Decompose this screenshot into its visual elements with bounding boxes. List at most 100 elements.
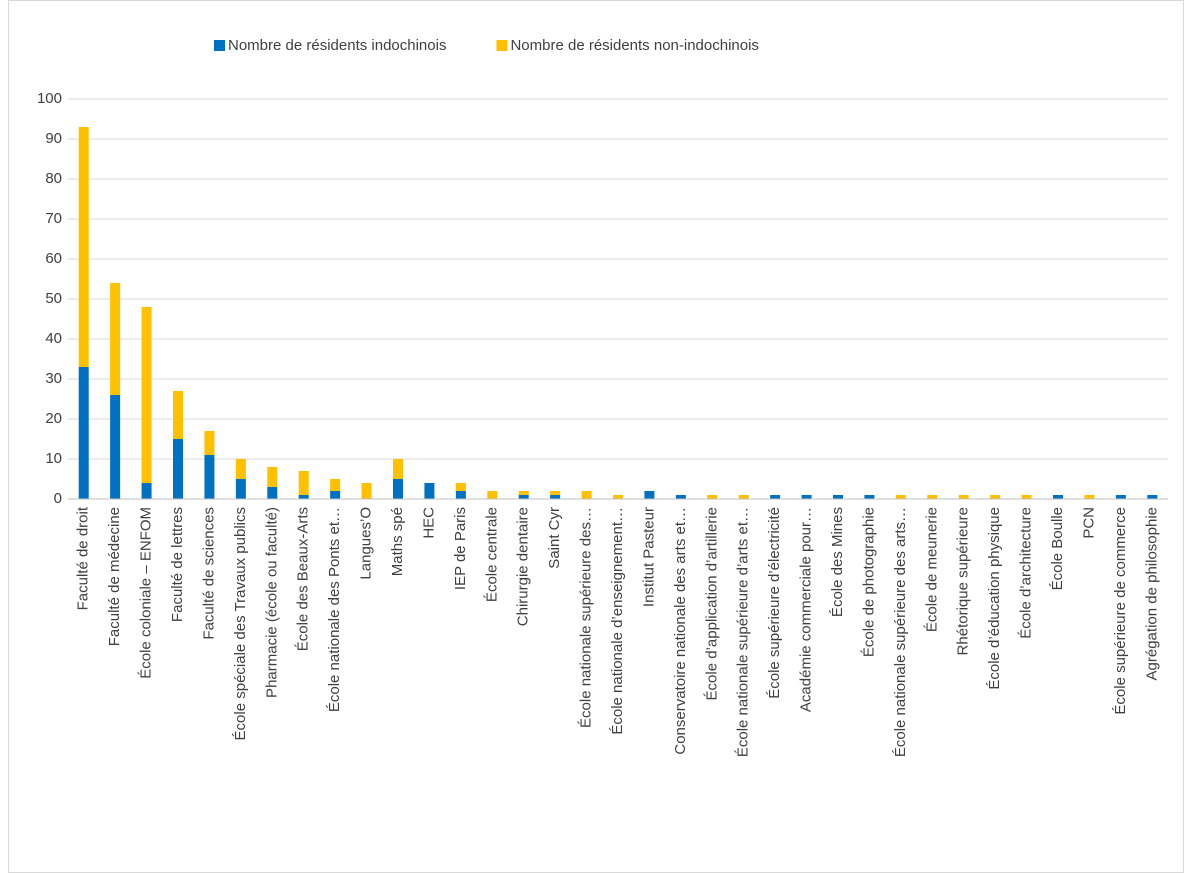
x-tick-label: École nationale supérieure des arts… <box>892 507 909 757</box>
bar-segment <box>267 487 278 499</box>
x-tick-label: Faculté de médecine <box>106 507 123 646</box>
bar-segment <box>110 395 121 499</box>
x-tick-label: École Boulle <box>1049 507 1066 590</box>
bar-segment <box>204 455 215 499</box>
bar-segment <box>455 491 466 499</box>
bar-segment <box>550 491 561 495</box>
x-tick-label: Faculté de droit <box>75 506 92 610</box>
x-tick-label: École d’éducation physique <box>986 507 1003 690</box>
bar-segment <box>550 495 561 499</box>
bar-segment <box>424 483 435 499</box>
x-tick-label: Conservatoire nationale des arts et… <box>672 507 689 755</box>
y-tick-label: 100 <box>37 90 62 107</box>
x-tick-label: École spéciale des Travaux publics <box>232 507 249 740</box>
y-tick-label: 30 <box>45 370 62 387</box>
x-tick-label: Maths spé <box>389 507 406 576</box>
bar-segment <box>173 439 183 499</box>
x-tick-label: École supérieure de commerce <box>1112 507 1129 715</box>
x-tick-label: Faculté de sciences <box>200 507 217 640</box>
bar-segment <box>958 495 969 499</box>
x-tick-label: École des Mines <box>829 507 846 617</box>
x-tick-label: HEC <box>420 507 437 539</box>
x-tick-label: Agrégation de philosophie <box>1143 507 1160 680</box>
bar-segment <box>110 283 121 395</box>
x-tick-label: École de meunerie <box>923 507 940 632</box>
bar-segment <box>141 307 152 483</box>
x-tick-label: Académie commerciale pour… <box>798 507 815 712</box>
bar-segment <box>330 479 341 491</box>
bar-segment <box>298 471 309 495</box>
bar-segment <box>173 391 183 439</box>
bar-segment <box>801 495 812 499</box>
x-tick-label: École nationale supérieure des… <box>578 507 595 728</box>
x-tick-label: Institut Pasteur <box>640 507 657 607</box>
x-tick-label: École nationale des Ponts et… <box>326 507 343 712</box>
y-tick-label: 80 <box>45 170 62 187</box>
bar-segment <box>613 495 623 499</box>
y-tick-label: 50 <box>45 290 62 307</box>
legend-swatch <box>496 40 508 51</box>
bar-segment <box>455 483 466 491</box>
x-tick-label: École d’application d’artillerie <box>703 507 720 700</box>
x-tick-label: IEP de Paris <box>452 507 469 590</box>
bar-segment <box>78 127 89 367</box>
bar-segment <box>864 495 875 499</box>
y-tick-label: 0 <box>54 490 62 507</box>
x-tick-label: Langues’O <box>358 507 375 580</box>
bar-segment <box>833 495 843 499</box>
bar-segment <box>644 491 655 499</box>
bar-segment <box>204 431 215 455</box>
bar-segment <box>1021 495 1032 499</box>
bar-segment <box>518 491 529 495</box>
legend-label: Nombre de résidents indochinois <box>228 37 446 54</box>
x-tick-label: École de photographie <box>860 507 877 657</box>
chart-frame <box>8 0 1184 873</box>
bar-segment <box>895 495 906 499</box>
y-tick-label: 20 <box>45 410 62 427</box>
x-tick-label: École supérieure d’électricité <box>766 507 783 699</box>
x-tick-label: PCN <box>1080 507 1097 539</box>
bar-segment <box>235 479 246 499</box>
bar-segment <box>78 367 89 499</box>
bar-segment <box>581 491 592 499</box>
x-tick-label: Rhétorique supérieure <box>955 507 972 655</box>
bar-segment <box>1115 495 1126 499</box>
bar-segment <box>1147 495 1158 499</box>
y-tick-label: 60 <box>45 250 62 267</box>
x-tick-label: Faculté de lettres <box>169 507 186 622</box>
x-tick-label: École nationale d’enseignement… <box>609 507 626 735</box>
bar-segment <box>141 483 152 499</box>
x-tick-label: École nationale supérieure d’arts et… <box>735 507 752 757</box>
x-tick-label: École centrale <box>483 507 500 602</box>
y-tick-label: 10 <box>45 450 62 467</box>
bar-segment <box>298 495 309 499</box>
bar-segment <box>1053 495 1063 499</box>
legend-swatch <box>214 40 225 51</box>
x-tick-label: Pharmacie (école ou faculté) <box>263 507 280 698</box>
x-tick-label: École des Beaux-Arts <box>295 507 312 651</box>
bar-segment <box>393 459 403 479</box>
bar-segment <box>707 495 718 499</box>
legend-label: Nombre de résidents non-indochinois <box>510 37 758 54</box>
bar-segment <box>330 491 341 499</box>
x-tick-label: École d’architecture <box>1018 507 1035 639</box>
x-tick-label: Chirurgie dentaire <box>515 507 532 626</box>
y-tick-label: 40 <box>45 330 62 347</box>
bar-segment <box>267 467 278 487</box>
x-tick-label: École coloniale – ENFOM <box>138 507 155 679</box>
bar-segment <box>927 495 938 499</box>
bar-segment <box>518 495 529 499</box>
bar-segment <box>675 495 686 499</box>
bar-segment <box>770 495 781 499</box>
bar-segment <box>361 483 372 499</box>
bar-segment <box>235 459 246 479</box>
bar-segment <box>990 495 1001 499</box>
y-tick-label: 70 <box>45 210 62 227</box>
bar-segment <box>487 491 498 499</box>
y-tick-label: 90 <box>45 130 62 147</box>
x-tick-label: Saint Cyr <box>546 507 563 569</box>
bar-segment <box>393 479 403 499</box>
bar-segment <box>738 495 749 499</box>
